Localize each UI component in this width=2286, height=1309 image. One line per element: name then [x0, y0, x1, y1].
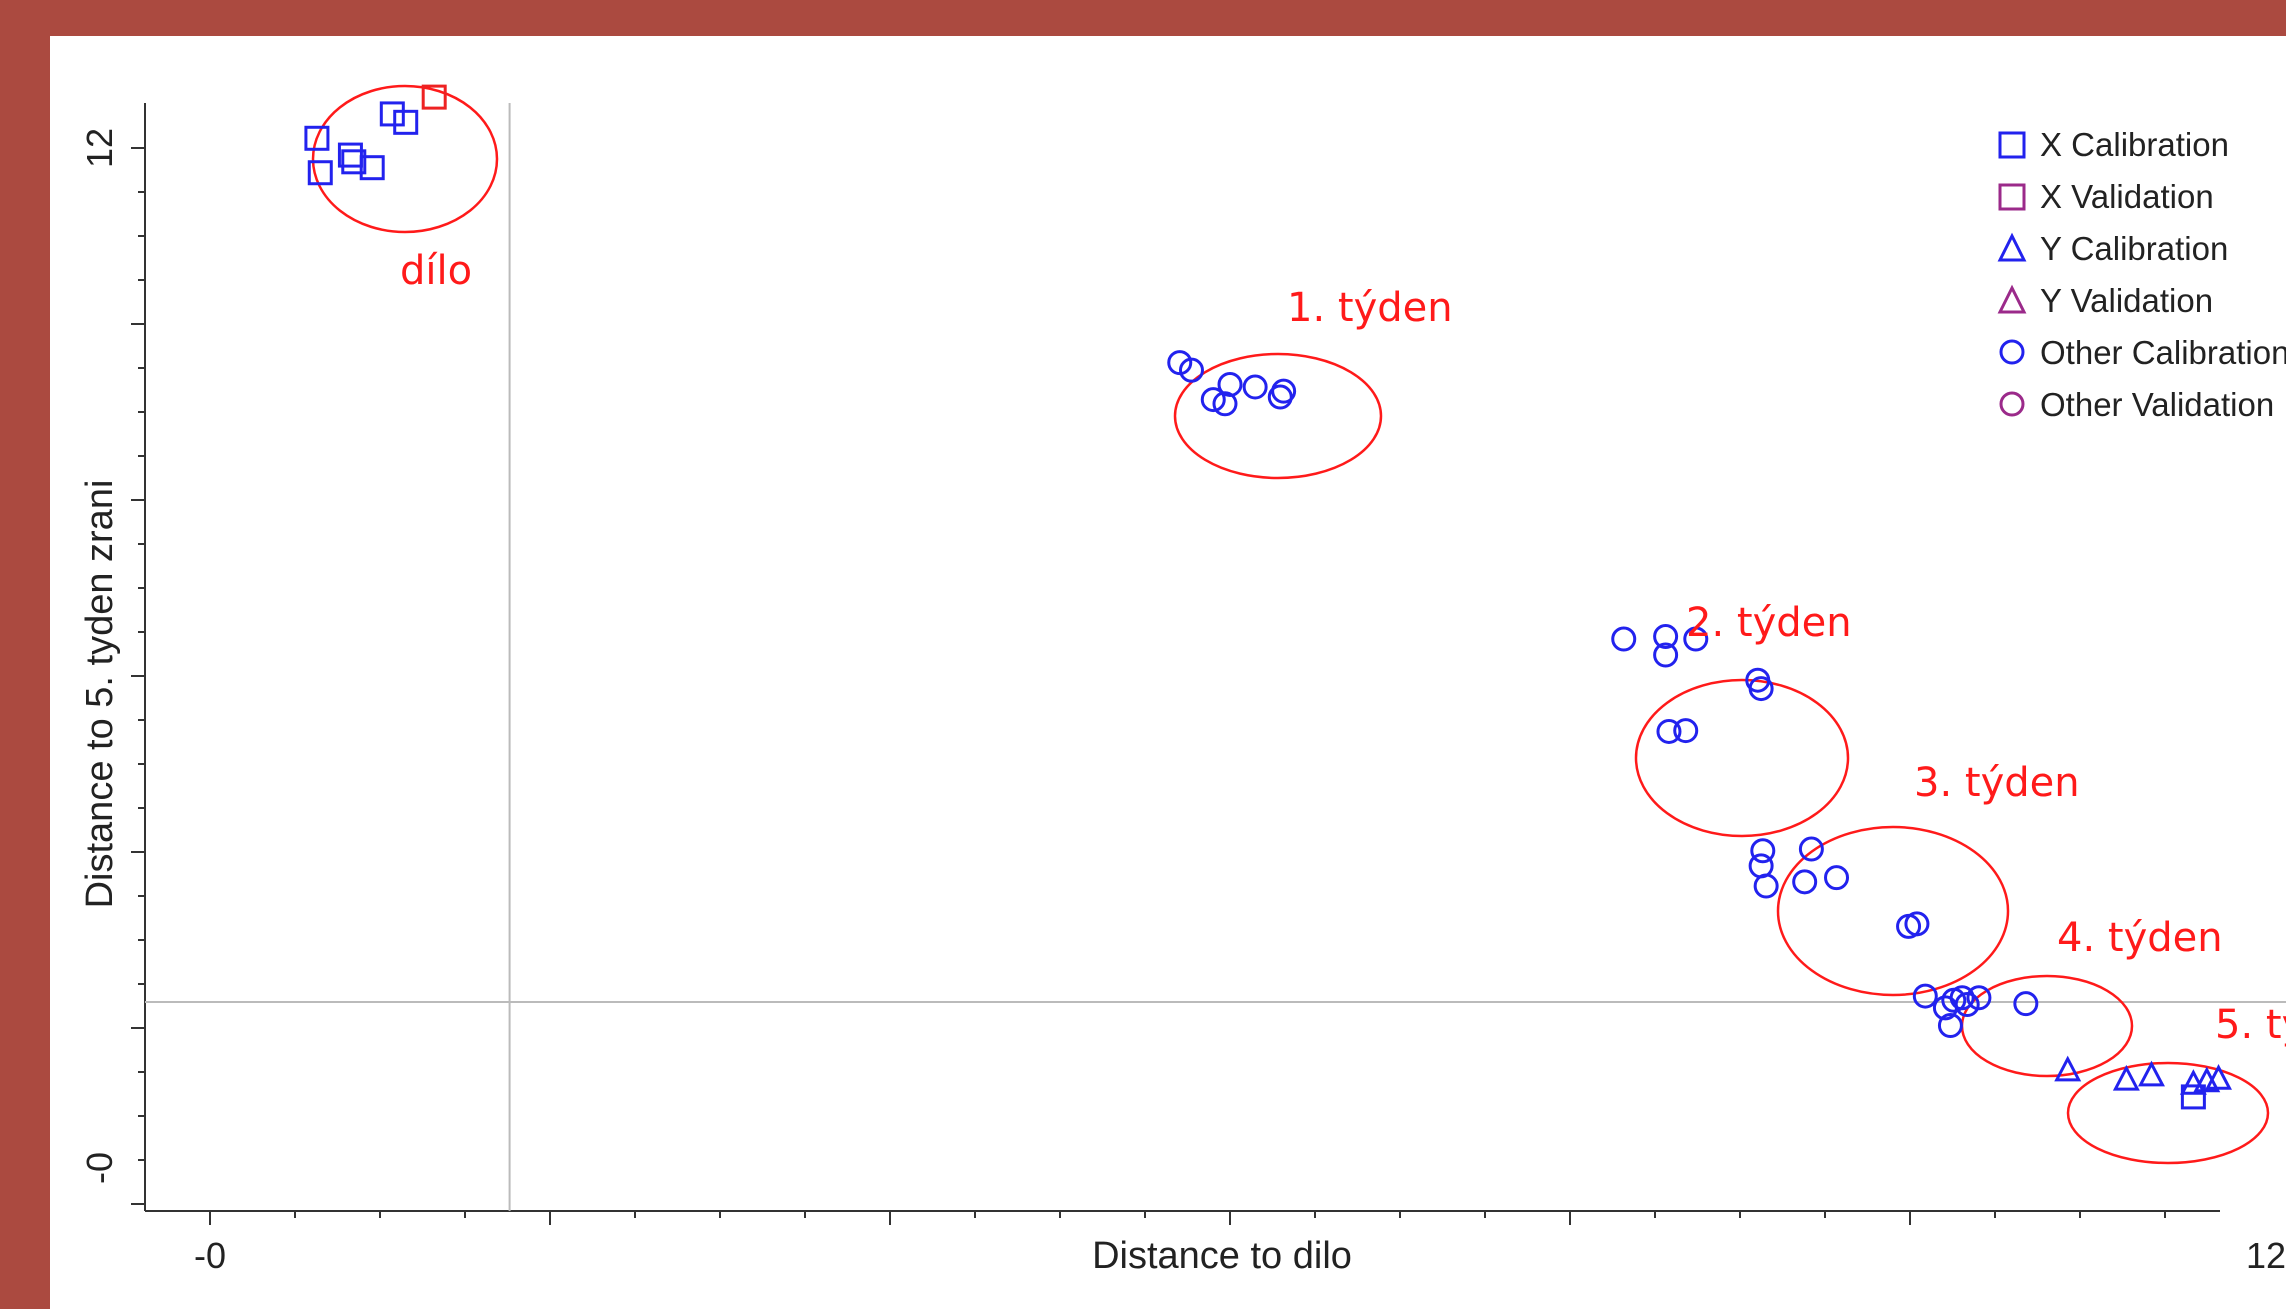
data-point-circle	[1753, 873, 1779, 899]
annotation-label: 3. týden	[1914, 760, 2080, 806]
annotation-label: 4. týden	[2057, 915, 2223, 961]
legend: X Calibration X Validation Y Calibration Y …	[1997, 126, 2286, 423]
data-point-circle	[1611, 626, 1637, 652]
data-point-circle	[1656, 718, 1682, 744]
data-point-circle	[1798, 836, 1824, 862]
cluster-ellipse	[1776, 825, 2010, 997]
data-point-circle	[1653, 642, 1679, 668]
reference-lines	[145, 103, 2286, 1211]
legend-marker-square	[1998, 131, 2026, 159]
data-point-circle	[1748, 676, 1774, 702]
chart-panel: dílo 1. týden 2. týden 3. týden 4. týden 5. t…	[50, 36, 2286, 1309]
x-tick-label-min: -0	[194, 1235, 226, 1276]
data-point-square	[359, 155, 385, 181]
cluster-ellipse	[2066, 1061, 2270, 1165]
cluster-ellipse	[1173, 352, 1383, 480]
data-point-circle	[1271, 378, 1297, 404]
data-point-circle	[1904, 911, 1930, 937]
y-tick-label-min: -0	[79, 1152, 120, 1184]
data-point-triangle	[2205, 1064, 2232, 1090]
legend-marker-triangle	[1997, 232, 2027, 262]
data-point-circle	[1824, 865, 1850, 891]
data-point-square	[393, 109, 419, 135]
data-point-circle	[1912, 983, 1938, 1009]
legend-label: Other Validation	[2040, 386, 2274, 423]
data-point-circle	[1653, 624, 1679, 649]
annotation-label: 1. týden	[1287, 285, 1453, 331]
scatter-chart: dílo 1. týden 2. týden 3. týden 4. týden 5. t…	[79, 84, 2286, 1277]
annotations: dílo 1. týden 2. týden 3. týden 4. týden 5. t…	[400, 248, 2286, 1048]
annotation-label: 5. týden	[2215, 1002, 2286, 1048]
legend-label: X Calibration	[2040, 126, 2229, 163]
data-point-square	[2180, 1084, 2206, 1110]
y-axis-title: Distance to 5. tyden zrani	[79, 480, 121, 909]
legend-label: X Validation	[2040, 178, 2214, 215]
cluster-ellipse	[1634, 678, 1850, 838]
data-point-triangle	[2054, 1055, 2082, 1082]
data-point-circle	[1750, 838, 1776, 864]
data-point-square	[337, 142, 363, 168]
data-point-circle	[2013, 991, 2039, 1017]
data-point-circle	[1949, 985, 1975, 1011]
y-tick-label-max: 12	[79, 128, 120, 168]
data-point-square	[421, 84, 447, 110]
cluster-ellipse	[311, 84, 499, 234]
data-points	[304, 84, 2232, 1110]
data-point-square	[307, 160, 333, 186]
annotation-label: 2. týden	[1686, 600, 1852, 646]
data-point-circle	[1242, 374, 1268, 400]
data-point-square	[379, 101, 405, 127]
legend-label: Other Calibration	[2040, 334, 2286, 371]
legend-label: Y Calibration	[2040, 230, 2228, 267]
x-tick-label-max: 12	[2246, 1235, 2286, 1276]
data-point-circle	[1200, 387, 1226, 413]
data-point-circle	[1217, 371, 1243, 397]
x-axis-title: Distance to dilo	[1092, 1235, 1352, 1277]
data-point-circle	[1673, 718, 1699, 744]
legend-marker-triangle	[1997, 284, 2027, 314]
data-point-triangle	[2112, 1064, 2140, 1091]
axes	[131, 103, 2220, 1225]
data-point-square	[304, 125, 330, 151]
data-point-circle	[1966, 985, 1992, 1011]
cluster-ellipses	[311, 84, 2270, 1165]
annotation-label: dílo	[400, 248, 472, 294]
data-point-square	[341, 149, 367, 175]
data-point-triangle	[2138, 1060, 2165, 1087]
legend-marker-square	[1998, 183, 2026, 211]
data-point-circle	[1683, 626, 1709, 652]
data-point-circle	[1792, 869, 1818, 895]
data-point-circle	[1748, 853, 1774, 879]
legend-marker-circle	[1999, 339, 2025, 365]
data-point-circle	[1937, 1012, 1963, 1038]
legend-marker-circle	[1999, 391, 2025, 417]
legend-label: Y Validation	[2040, 282, 2213, 319]
axis-labels: -0 12 -0 12 Distance to dilo Distance to 5. t…	[79, 128, 2286, 1277]
data-point-circle	[1178, 357, 1204, 383]
